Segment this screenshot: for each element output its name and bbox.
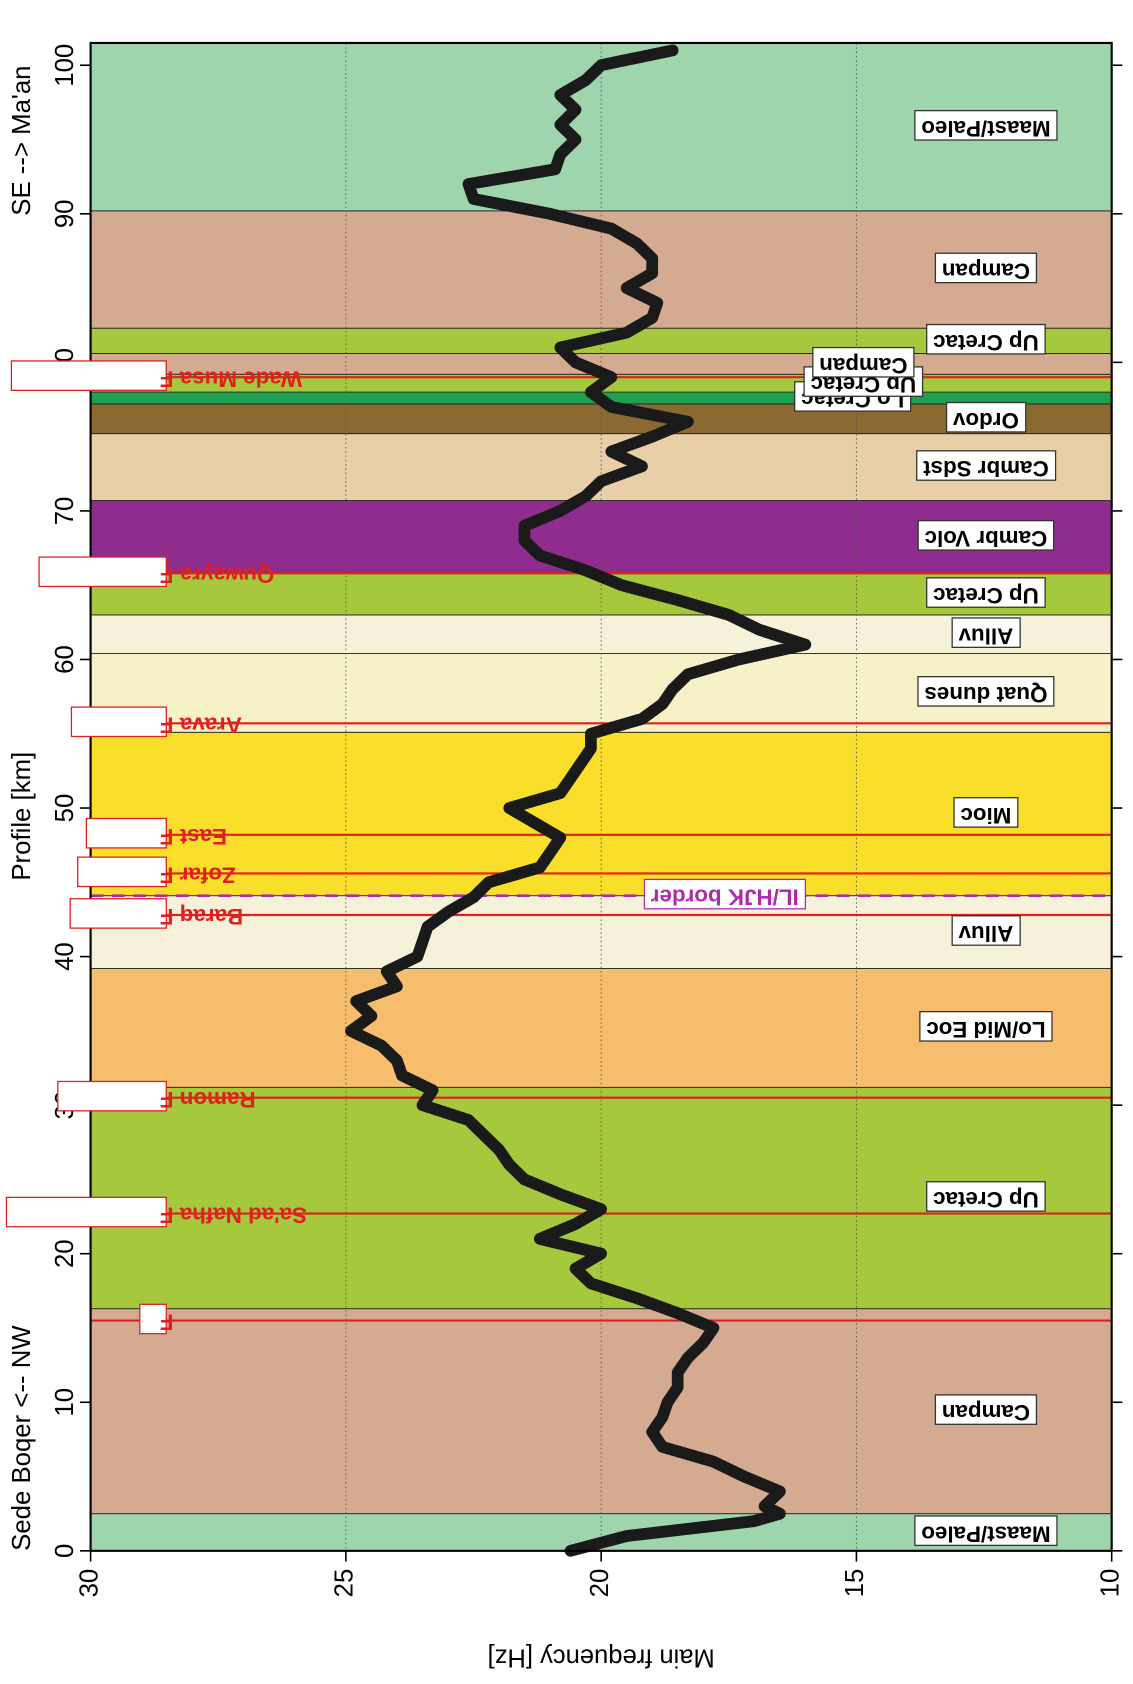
border-label-box <box>643 878 807 910</box>
border-label-group: IL/HJK border <box>643 878 807 910</box>
unit-label-group: Up Cretac <box>926 577 1046 608</box>
unit-label-box <box>926 577 1046 608</box>
fault-label: Arava F <box>160 712 242 737</box>
unit-label: Lo/Mid Eoc <box>926 1017 1045 1042</box>
fault-label-group: Quwayra F <box>38 556 274 588</box>
fault-label: Ramon F <box>160 1087 256 1112</box>
unit-label: Maast/Paleo <box>921 116 1050 141</box>
fault-label-group: Wade Musa F <box>10 360 302 391</box>
unit-label: Maast/Paleo <box>921 1521 1050 1546</box>
x-axis-title: Profile [km] <box>8 752 36 881</box>
unit-label-group: Campan <box>812 346 915 378</box>
plot-frame <box>89 41 1113 1552</box>
end-label: SE --> Ma'an <box>8 66 36 216</box>
unit-label-box <box>926 323 1046 355</box>
unit-label: Up Cretac <box>933 583 1039 608</box>
unit-label: Ordov <box>952 408 1018 433</box>
unit-label-group: Ordov <box>945 401 1027 433</box>
unit-label: Up Cretac <box>933 330 1039 355</box>
y-tick-label: 25 <box>331 1569 359 1598</box>
y-tick-label: 20 <box>586 1569 614 1598</box>
fault-label-box <box>5 1196 167 1228</box>
y-tick-label: 30 <box>75 1569 103 1598</box>
unit-label-box <box>919 1010 1053 1042</box>
unit-label-group: Lo/Mid Eoc <box>919 1010 1053 1042</box>
unit-label-box <box>926 1181 1046 1212</box>
unit-label-box <box>934 1394 1038 1425</box>
unit-label: Alluv <box>958 623 1013 648</box>
unit-label-group: Alluv <box>951 915 1021 946</box>
y-tick-label: 15 <box>841 1569 869 1598</box>
fault-label-box <box>57 1080 167 1112</box>
unit-label: Cambr Volc <box>925 526 1048 551</box>
unit-label-box <box>953 797 1019 828</box>
unit-label: Cambr Sdst <box>923 456 1049 481</box>
fault-label-group: East F <box>85 817 227 849</box>
unit-label-box <box>914 1515 1058 1547</box>
unit-label: Up Cretac <box>933 1187 1039 1212</box>
data-line <box>345 44 812 1557</box>
fault-label: Quwayra F <box>160 562 274 587</box>
unit-label-group: Mioc <box>953 797 1019 828</box>
unit-label-group: Cambr Sdst <box>916 450 1057 481</box>
unit-label-box <box>945 401 1027 433</box>
unit-label-group: Maast/Paleo <box>914 1515 1058 1547</box>
fault-label-box <box>10 360 167 391</box>
unit-label-group: Campan <box>934 252 1038 284</box>
fault-label-group: Ramon F <box>57 1080 256 1112</box>
fault-label: Wade Musa F <box>160 366 302 391</box>
unit-label-box <box>951 617 1021 648</box>
fault-label: Sa'ad Nafha F <box>160 1203 307 1228</box>
x-tick-label: 40 <box>51 942 79 971</box>
unit-label-group: Up Cretac <box>926 1181 1046 1212</box>
x-tick-label: 60 <box>51 645 79 674</box>
unit-label-group: Maast/Paleo <box>914 109 1058 141</box>
unit-label-box <box>934 252 1038 284</box>
x-tick-label: 100 <box>51 44 79 87</box>
y-tick-label: 10 <box>1097 1569 1125 1598</box>
fault-label-box <box>85 817 167 849</box>
fault-label-box <box>139 1303 167 1335</box>
unit-label: Campan <box>942 259 1030 284</box>
x-tick-label: 90 <box>51 199 79 228</box>
x-tick-label: 70 <box>51 497 79 526</box>
unit-label-group: Campan <box>934 1394 1038 1425</box>
unit-label-box <box>812 346 915 378</box>
unit-label-group: Up Cretac <box>926 323 1046 355</box>
fault-label-box <box>70 706 167 738</box>
fault-label: Baraq F <box>160 904 243 929</box>
fault-label-group: Zofar F <box>77 856 236 888</box>
fault-label-group: F <box>139 1303 174 1335</box>
border-label: IL/HJK border <box>651 885 799 910</box>
x-tick-label: 50 <box>51 794 79 823</box>
fault-label: Zofar F <box>160 862 236 887</box>
fault-label-box <box>38 556 167 588</box>
start-label: Sede Boqer <-- NW <box>8 1325 36 1551</box>
fault-label-group: Sa'ad Nafha F <box>5 1196 307 1228</box>
y-axis-title: Main frequency [Hz] <box>487 1643 714 1671</box>
fault-label: F <box>160 1310 174 1335</box>
unit-label: Campan <box>819 353 907 378</box>
unit-label-box <box>916 450 1057 481</box>
unit-label-group: Quat dunes <box>917 675 1055 707</box>
unit-label: Alluv <box>958 921 1013 946</box>
fault-label-box <box>77 856 167 888</box>
fault-label-box <box>69 898 167 929</box>
unit-label-box <box>917 675 1055 707</box>
fault-label-group: Baraq F <box>69 898 243 929</box>
fault-label-group: Arava F <box>70 706 242 738</box>
unit-label-group: Cambr Volc <box>917 520 1055 551</box>
unit-label-box <box>914 109 1058 141</box>
unit-label-group: Alluv <box>951 617 1021 648</box>
unit-label-box <box>951 915 1021 946</box>
unit-label: Mioc <box>960 803 1011 828</box>
unit-label-box <box>917 520 1055 551</box>
x-tick-label: 10 <box>51 1388 79 1417</box>
unit-label: Campan <box>942 1400 1030 1425</box>
x-tick-label: 20 <box>51 1239 79 1268</box>
x-tick-label: 0 <box>51 1544 79 1558</box>
fault-label: East F <box>160 824 227 849</box>
unit-label: Quat dunes <box>924 682 1047 707</box>
